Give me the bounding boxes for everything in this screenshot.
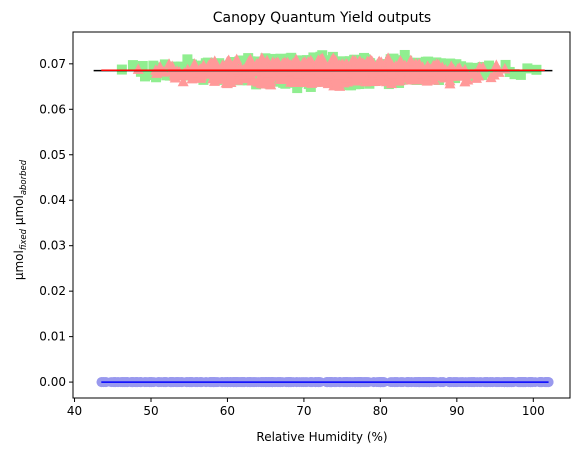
plot-area: 40 50 60 70 80 90 100 0.00 0.01 0.02 0.03 0.04 0.05 0… bbox=[39, 32, 570, 418]
x-tick-label: 100 bbox=[522, 404, 545, 418]
x-axis-label: Relative Humidity (%) bbox=[256, 430, 387, 444]
y-tick-label: 0.03 bbox=[39, 239, 66, 253]
y-axis-label-part: μmol bbox=[12, 195, 26, 229]
x-tick-label: 50 bbox=[143, 404, 158, 418]
y-tick-label: 0.05 bbox=[39, 148, 66, 162]
y-tick-label: 0.06 bbox=[39, 102, 66, 116]
x-tick-label: 40 bbox=[67, 404, 82, 418]
y-axis-label-sub: aborbed bbox=[19, 159, 29, 195]
y-tick-label: 0.07 bbox=[39, 57, 66, 71]
x-tick-label: 70 bbox=[296, 404, 311, 418]
y-tick-label: 0.00 bbox=[39, 375, 66, 389]
data-point bbox=[522, 63, 532, 73]
x-tick-label: 90 bbox=[449, 404, 464, 418]
chart-title: Canopy Quantum Yield outputs bbox=[213, 10, 431, 26]
y-tick-label: 0.04 bbox=[39, 193, 66, 207]
axes-frame bbox=[73, 32, 570, 398]
x-tick-label: 80 bbox=[373, 404, 388, 418]
x-tick-label: 60 bbox=[220, 404, 235, 418]
y-tick-label: 0.01 bbox=[39, 330, 66, 344]
y-tick-label: 0.02 bbox=[39, 284, 66, 298]
y-axis-label: μmolfixed μmolaborbed bbox=[12, 159, 29, 280]
y-axis-label-part: μmol bbox=[12, 250, 26, 280]
y-axis-label-sub: fixed bbox=[19, 228, 29, 250]
